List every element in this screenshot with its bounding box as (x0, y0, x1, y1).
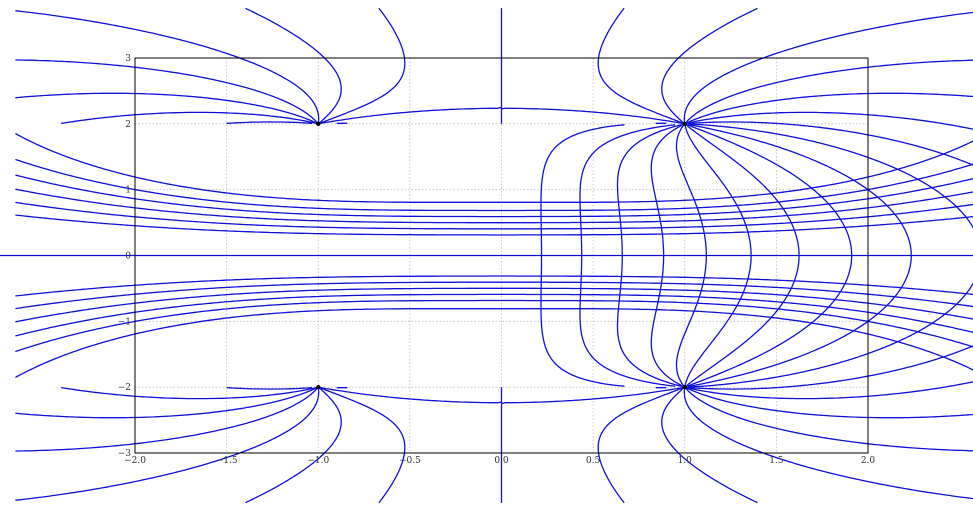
x-tick-label: 1.0 (678, 456, 693, 466)
x-tick-label: 1.5 (769, 456, 784, 466)
loop-line (15, 201, 973, 230)
field-line (61, 111, 316, 400)
loop-line (15, 133, 973, 203)
y-tick-label: 1 (125, 186, 131, 196)
field-line (616, 124, 682, 387)
loop-line (15, 158, 973, 212)
field-line (245, 7, 342, 504)
x-tick-label: −2.0 (124, 456, 146, 466)
field-line (683, 11, 973, 500)
source-point (682, 121, 687, 127)
loop-line (15, 293, 973, 337)
source-point (682, 384, 687, 390)
y-tick-label: −2 (118, 383, 131, 393)
loop-line (15, 287, 973, 323)
field-line (319, 7, 667, 504)
x-tick-label: 0.0 (494, 456, 509, 466)
field-line (685, 124, 800, 387)
field-line (540, 124, 625, 387)
field-line (15, 92, 317, 419)
field-line (226, 121, 313, 390)
x-tick-label: 2.0 (861, 456, 876, 466)
loop-line (15, 275, 973, 297)
field-line (685, 59, 973, 452)
source-points (316, 121, 687, 390)
loop-line (15, 174, 973, 218)
field-lines (0, 7, 973, 504)
field-line (687, 111, 973, 400)
y-tick-label: 0 (125, 252, 131, 262)
y-tick-label: 3 (125, 54, 131, 64)
field-line (15, 10, 320, 501)
x-tick-label: −1.0 (307, 456, 329, 466)
x-tick-label: −1.5 (216, 456, 238, 466)
plot-frame (134, 57, 869, 454)
loop-line (15, 214, 973, 236)
loop-line (15, 188, 973, 224)
field-line (321, 7, 682, 504)
source-point (316, 121, 321, 127)
field-line (686, 92, 973, 419)
x-tick-label: −0.5 (399, 456, 421, 466)
y-tick-label: −3 (118, 449, 132, 459)
field-line (687, 123, 973, 388)
field-line (336, 7, 684, 504)
loop-line (15, 299, 973, 353)
y-tick-label: 2 (125, 120, 131, 130)
tick-labels: −2.0 −1.5 −1.0 −0.5 0.0 0.5 1.0 1.5 2.0 −3 −2 −1 0 1 2… (118, 54, 876, 466)
y-tick-label: −1 (118, 317, 131, 327)
loop-line (15, 308, 973, 378)
field-line (579, 124, 676, 387)
field-line (675, 124, 707, 387)
source-point (316, 384, 321, 390)
field-line (661, 7, 758, 504)
field-line (687, 121, 973, 390)
field-line (15, 59, 318, 452)
loop-line (15, 281, 973, 310)
x-tick-label: 0.5 (586, 456, 601, 466)
